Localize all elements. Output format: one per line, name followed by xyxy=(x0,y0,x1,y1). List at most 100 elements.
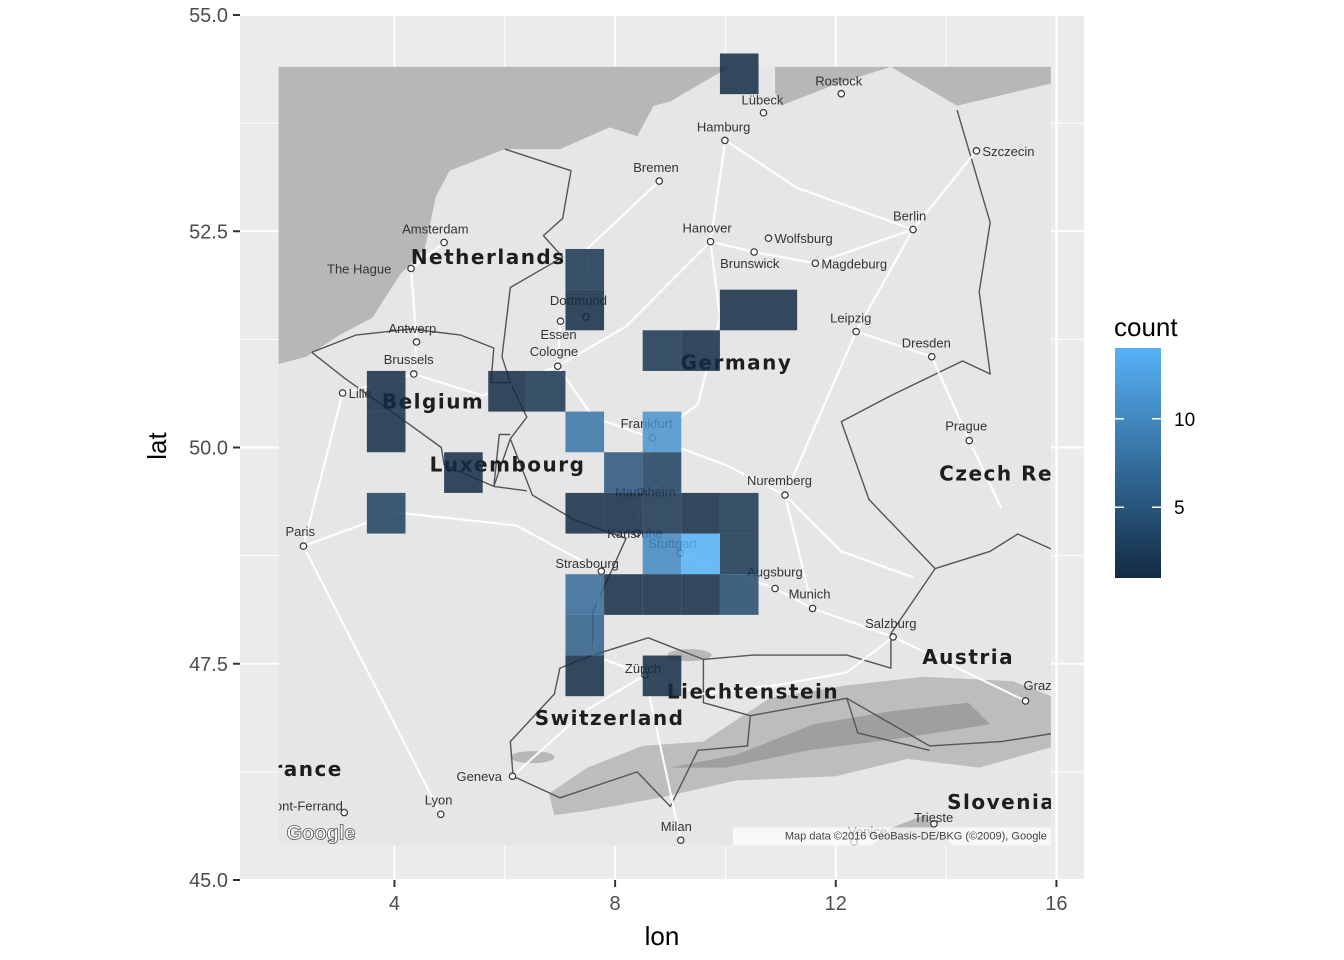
city-label: Dresden xyxy=(902,336,951,351)
country-label: Slovenia xyxy=(947,790,1055,814)
x-axis: 4 8 12 16 xyxy=(389,880,1068,915)
city-label: Geneva xyxy=(457,769,503,784)
city-marker xyxy=(927,352,936,361)
city-label: Brussels xyxy=(384,352,434,367)
y-tick-label: 47.5 xyxy=(189,654,228,676)
city-marker xyxy=(750,248,758,256)
map-border-6 xyxy=(750,697,1051,747)
map-border-7 xyxy=(934,533,1051,570)
x-axis-title: lon xyxy=(645,921,680,951)
heatmap-bin xyxy=(719,289,759,331)
city-label: Brunswick xyxy=(720,256,780,271)
city-label: Szczecin xyxy=(982,144,1034,159)
heatmap-bin xyxy=(642,574,682,615)
heatmap-bin xyxy=(642,533,682,575)
country-label: Austria xyxy=(922,645,1014,669)
heatmap-bin xyxy=(642,492,682,534)
heatmap-bin xyxy=(366,411,406,453)
city-marker xyxy=(930,819,938,828)
heatmap-bin xyxy=(642,655,682,697)
city-label: Augsburg xyxy=(747,564,803,579)
legend-colorbar xyxy=(1115,348,1161,578)
city-marker xyxy=(721,136,729,145)
city-marker xyxy=(407,264,415,273)
city-label: Paris xyxy=(285,524,315,539)
map-road-2 xyxy=(724,139,915,609)
heatmap-bin xyxy=(444,452,483,493)
heatmap-bin xyxy=(719,492,759,534)
heatmap-bin xyxy=(642,411,682,453)
country-label: France xyxy=(258,757,342,781)
city-marker xyxy=(909,225,917,234)
city-label: Nuremberg xyxy=(747,473,812,488)
city-marker xyxy=(412,338,421,346)
city-marker xyxy=(889,633,897,641)
city-label: Amsterdam xyxy=(402,221,468,236)
country-label: Czech Rep xyxy=(939,461,1069,485)
heatmap-bin xyxy=(565,492,605,534)
heatmap-bin xyxy=(565,289,605,331)
city-marker xyxy=(299,542,308,550)
city-label: Trieste xyxy=(914,810,953,825)
city-label: Milan xyxy=(661,819,692,834)
city-label: Hamburg xyxy=(697,119,750,134)
x-tick-label: 16 xyxy=(1045,893,1067,915)
city-marker xyxy=(1021,697,1030,705)
heatmap-bin xyxy=(642,452,682,493)
y-axis: 45.0 47.5 50.0 52.5 55.0 xyxy=(189,5,240,892)
city-label: Berlin xyxy=(893,209,926,224)
city-label: Salzburg xyxy=(865,616,916,631)
city-marker xyxy=(781,491,789,499)
heatmap-bin xyxy=(526,370,566,412)
legend: count 10 5 xyxy=(1114,312,1195,578)
city-marker xyxy=(440,238,448,247)
city-label: The Hague xyxy=(327,261,391,276)
heatmap-bin xyxy=(488,370,527,412)
y-tick-label: 55.0 xyxy=(189,5,228,27)
heatmap-bin xyxy=(604,452,643,493)
city-marker xyxy=(556,317,565,326)
heatmap-bin xyxy=(366,492,406,534)
city-label: Lübeck xyxy=(742,93,784,108)
city-label: Lyon xyxy=(425,792,453,807)
heatmap-bin xyxy=(681,533,720,575)
heatmap-bin xyxy=(604,492,643,534)
heatmap-bin xyxy=(681,330,720,371)
city-label: Cologne xyxy=(530,344,578,359)
city-label: Bremen xyxy=(633,160,679,175)
x-tick-label: 12 xyxy=(825,893,847,915)
city-label: Antwerp xyxy=(389,321,437,336)
city-marker xyxy=(340,808,349,817)
city-label: Essen xyxy=(540,327,576,342)
city-label: Strasbourg xyxy=(555,556,619,571)
country-label: Switzerland xyxy=(535,706,685,730)
country-label: Netherlands xyxy=(411,245,566,269)
map-water-north-sea xyxy=(278,66,730,364)
city-label: Wolfsburg xyxy=(774,231,832,246)
city-label: Graz xyxy=(1024,678,1052,693)
city-marker xyxy=(852,327,860,336)
city-marker xyxy=(409,370,418,378)
heatmap-bin xyxy=(681,492,720,534)
heatmap-bin xyxy=(565,248,605,290)
city-marker xyxy=(706,237,715,246)
legend-title: count xyxy=(1114,312,1178,342)
y-tick-label: 50.0 xyxy=(189,438,228,460)
city-label: Hanover xyxy=(683,221,733,236)
heatmap-bin xyxy=(366,370,406,412)
city-label: Leipzig xyxy=(830,311,871,326)
city-marker xyxy=(965,436,974,445)
map-road-8 xyxy=(511,635,1026,778)
heatmap-bin xyxy=(565,411,605,453)
map-water-baltic xyxy=(775,66,1051,106)
heatmap-bin xyxy=(642,330,682,371)
heatmap-bin xyxy=(719,574,759,615)
map-road-7 xyxy=(855,330,1003,509)
city-marker xyxy=(837,89,846,98)
city-label: Lille xyxy=(349,386,372,401)
google-logo: Google xyxy=(287,822,356,844)
city-label: Munich xyxy=(789,586,831,601)
map-border-3 xyxy=(493,433,511,487)
city-marker xyxy=(808,604,817,613)
city-label: Rostock xyxy=(815,74,862,89)
